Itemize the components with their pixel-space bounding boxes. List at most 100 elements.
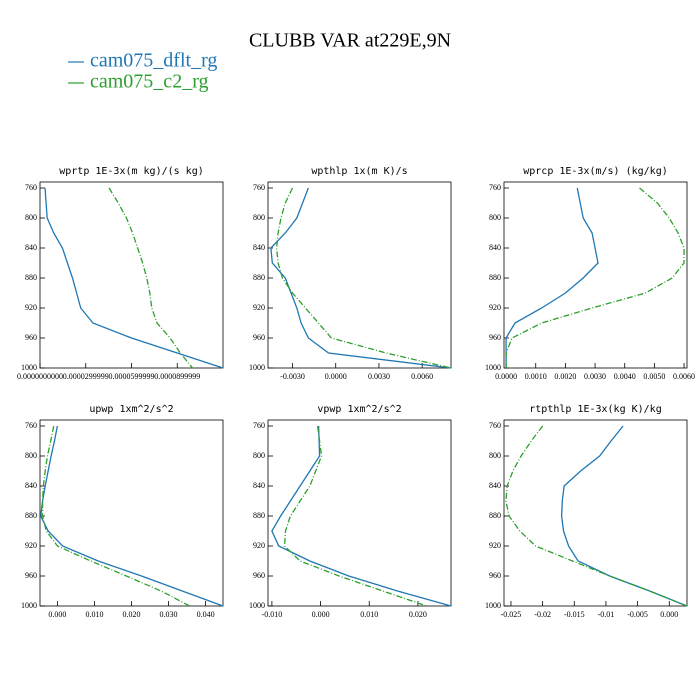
- x-tick-label: 0.0030: [368, 372, 390, 381]
- x-tick-label: 0.0000: [325, 372, 347, 381]
- y-tick-label: 920: [489, 303, 501, 312]
- panel-title: upwp 1xm^2/s^2: [89, 404, 173, 415]
- x-tick-label: 0.0010: [525, 372, 547, 381]
- y-tick-label: 1000: [249, 601, 265, 610]
- y-tick-label: 800: [25, 213, 37, 222]
- x-tick-label: 0.0000: [495, 372, 517, 381]
- x-tick-label: 0.020: [123, 610, 141, 619]
- x-tick-label: 0.0050: [643, 372, 665, 381]
- plot-frame: [503, 181, 688, 369]
- y-tick-label: 760: [25, 183, 37, 192]
- y-tick-label: 880: [253, 273, 265, 282]
- y-tick-label: 800: [253, 213, 265, 222]
- profile-line: [275, 187, 452, 369]
- y-tick-label: 760: [253, 421, 265, 430]
- y-tick-label: 880: [489, 273, 501, 282]
- x-tick-label: 0.0000599999: [109, 372, 155, 381]
- y-tick-label: 800: [253, 451, 265, 460]
- y-tick-label: 760: [25, 421, 37, 430]
- y-tick-label: 1000: [485, 363, 501, 372]
- profile-line: [505, 187, 599, 368]
- y-tick-label: 1000: [21, 601, 37, 610]
- y-tick-label: 1000: [485, 601, 501, 610]
- x-tick-label: 0.000: [660, 610, 678, 619]
- y-tick-label: 840: [489, 481, 501, 490]
- x-tick-label: -0.005: [627, 610, 648, 619]
- y-tick-label: 880: [25, 511, 37, 520]
- y-tick-label: 880: [253, 511, 265, 520]
- panel-title: wprtp 1E-3x(m kg)/(s kg): [59, 166, 204, 177]
- y-tick-label: 880: [25, 273, 37, 282]
- y-tick-label: 960: [25, 333, 37, 342]
- x-tick-label: 0.0000899999: [154, 372, 200, 381]
- x-tick-label: 0.030: [160, 610, 178, 619]
- y-tick-label: 1000: [249, 363, 265, 372]
- profile-line: [505, 187, 685, 368]
- x-tick-label: 0.000: [48, 610, 66, 619]
- panel-title: vpwp 1xm^2/s^2: [317, 404, 401, 415]
- x-tick-label: -0.02: [534, 610, 551, 619]
- x-tick-label: 0.0020: [554, 372, 576, 381]
- profile-line: [560, 425, 688, 607]
- y-tick-label: 800: [489, 451, 501, 460]
- profile-line: [505, 425, 688, 607]
- y-tick-label: 960: [25, 571, 37, 580]
- x-tick-label: -0.025: [501, 610, 522, 619]
- x-tick-label: 0.040: [197, 610, 215, 619]
- y-tick-label: 840: [25, 243, 37, 252]
- y-tick-label: 920: [489, 541, 501, 550]
- x-tick-label: 0.020: [409, 610, 427, 619]
- y-tick-label: 960: [253, 333, 265, 342]
- profile-line: [40, 425, 224, 607]
- y-tick-label: 760: [489, 421, 501, 430]
- y-tick-label: 1000: [21, 363, 37, 372]
- y-tick-label: 840: [253, 243, 265, 252]
- plot-frame: [39, 419, 224, 607]
- legend-label: cam075_c2_rg: [90, 71, 209, 93]
- y-tick-label: 760: [253, 183, 265, 192]
- y-tick-label: 840: [489, 243, 501, 252]
- x-tick-label: -0.010: [262, 610, 283, 619]
- x-tick-label: -0.0030: [280, 372, 305, 381]
- x-tick-label: -0.015: [564, 610, 585, 619]
- y-tick-label: 920: [253, 303, 265, 312]
- y-tick-label: 840: [25, 481, 37, 490]
- plot-frame: [503, 419, 688, 607]
- x-tick-label: 0.0060: [673, 372, 695, 381]
- y-tick-label: 800: [489, 213, 501, 222]
- plot-frame: [267, 181, 452, 369]
- panel-title: wpthlp 1x(m K)/s: [311, 166, 407, 177]
- y-tick-label: 960: [489, 571, 501, 580]
- y-tick-label: 920: [25, 303, 37, 312]
- x-tick-label: 0.000: [312, 610, 330, 619]
- profile-line: [270, 187, 452, 369]
- y-tick-label: 880: [489, 511, 501, 520]
- panel-title: wprcp 1E-3x(m/s) (kg/kg): [523, 166, 668, 177]
- x-tick-label: 0.010: [360, 610, 378, 619]
- y-tick-label: 840: [253, 481, 265, 490]
- x-tick-label: 0.0040: [614, 372, 636, 381]
- y-tick-label: 960: [489, 333, 501, 342]
- y-tick-label: 920: [253, 541, 265, 550]
- x-tick-label: 0.0060: [411, 372, 433, 381]
- figure-title: CLUBB VAR at229E,9N: [249, 30, 451, 52]
- x-tick-label: 0.0000299999: [63, 372, 109, 381]
- plot-frame: [39, 181, 224, 369]
- legend-label: cam075_dflt_rg: [90, 50, 217, 72]
- profile-line: [271, 425, 452, 607]
- profile-line: [44, 187, 224, 369]
- profile-line: [283, 425, 427, 607]
- profile-line: [108, 187, 194, 369]
- y-tick-label: 920: [25, 541, 37, 550]
- y-tick-label: 960: [253, 571, 265, 580]
- y-tick-label: 800: [25, 451, 37, 460]
- x-tick-label: -0.01: [598, 610, 615, 619]
- profile-line: [41, 425, 190, 607]
- y-tick-label: 760: [489, 183, 501, 192]
- plot-frame: [267, 419, 452, 607]
- x-tick-label: 0.0030: [584, 372, 606, 381]
- x-tick-label: 0.0000000000: [17, 372, 63, 381]
- x-tick-label: 0.010: [85, 610, 103, 619]
- panel-title: rtpthlp 1E-3x(kg K)/kg: [529, 404, 661, 415]
